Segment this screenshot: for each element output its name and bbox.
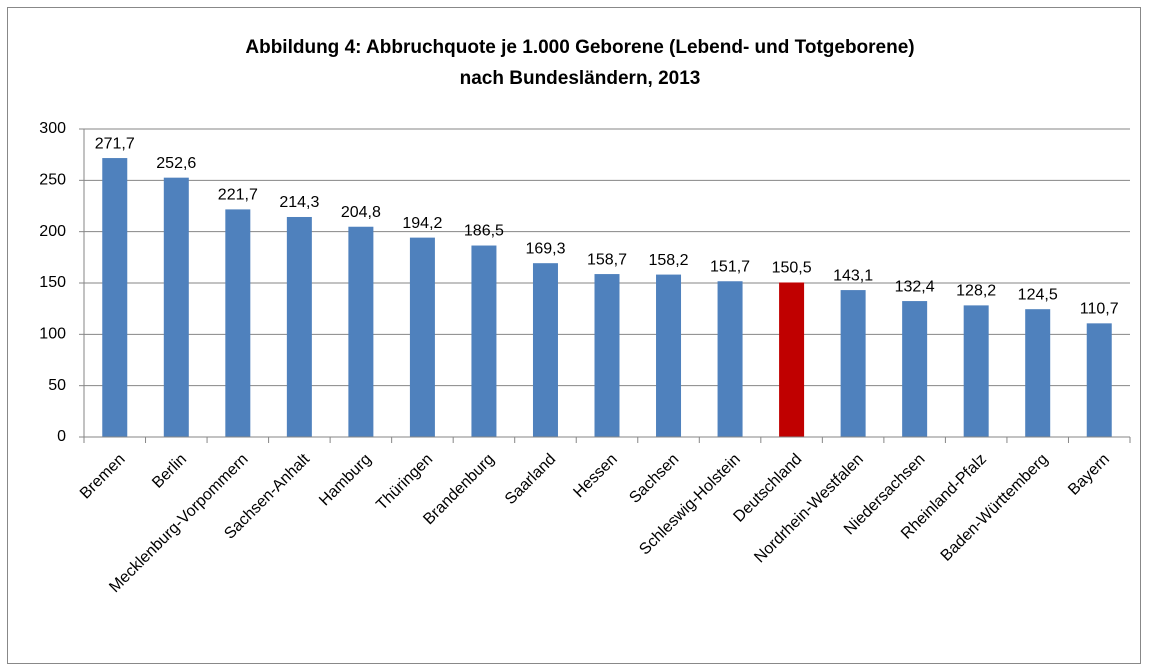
y-tick-label: 0	[57, 428, 66, 445]
value-label: 214,3	[279, 194, 319, 211]
bar	[409, 237, 435, 437]
bar	[840, 290, 866, 437]
chart-title: nach Bundesländern, 2013	[460, 68, 701, 89]
bar	[225, 209, 251, 437]
bar	[656, 274, 682, 437]
bar	[963, 305, 989, 437]
y-tick-label: 300	[39, 120, 66, 137]
bar	[1025, 309, 1051, 437]
bar	[471, 245, 497, 437]
y-tick-label: 100	[39, 326, 66, 343]
bar	[286, 216, 312, 437]
bar	[594, 274, 620, 437]
value-label: 271,7	[95, 135, 135, 152]
y-tick-label: 150	[39, 274, 66, 291]
value-label: 124,5	[1018, 286, 1058, 303]
value-label: 204,8	[341, 204, 381, 221]
value-label: 143,1	[833, 267, 873, 284]
value-label: 132,4	[895, 278, 935, 295]
bar	[717, 281, 743, 437]
value-label: 158,7	[587, 251, 627, 268]
value-label: 151,7	[710, 258, 750, 275]
bar	[102, 158, 128, 437]
value-label: 128,2	[956, 283, 996, 300]
value-label: 221,7	[218, 187, 258, 204]
value-label: 194,2	[402, 215, 442, 232]
value-label: 158,2	[649, 252, 689, 269]
y-tick-label: 200	[39, 223, 66, 240]
value-label: 186,5	[464, 223, 504, 240]
bar	[902, 301, 928, 437]
bar	[1086, 323, 1112, 437]
bar	[779, 282, 805, 437]
value-label: 150,5	[772, 260, 812, 277]
value-label: 169,3	[525, 240, 565, 257]
value-label: 252,6	[156, 155, 196, 172]
y-tick-label: 50	[48, 377, 66, 394]
value-label: 110,7	[1080, 301, 1119, 318]
bar	[532, 263, 558, 437]
bar	[348, 226, 374, 437]
bar	[163, 177, 189, 437]
chart-title: Abbildung 4: Abbruchquote je 1.000 Gebor…	[245, 37, 914, 58]
y-tick-label: 250	[39, 172, 66, 189]
chart-border	[7, 7, 1141, 664]
